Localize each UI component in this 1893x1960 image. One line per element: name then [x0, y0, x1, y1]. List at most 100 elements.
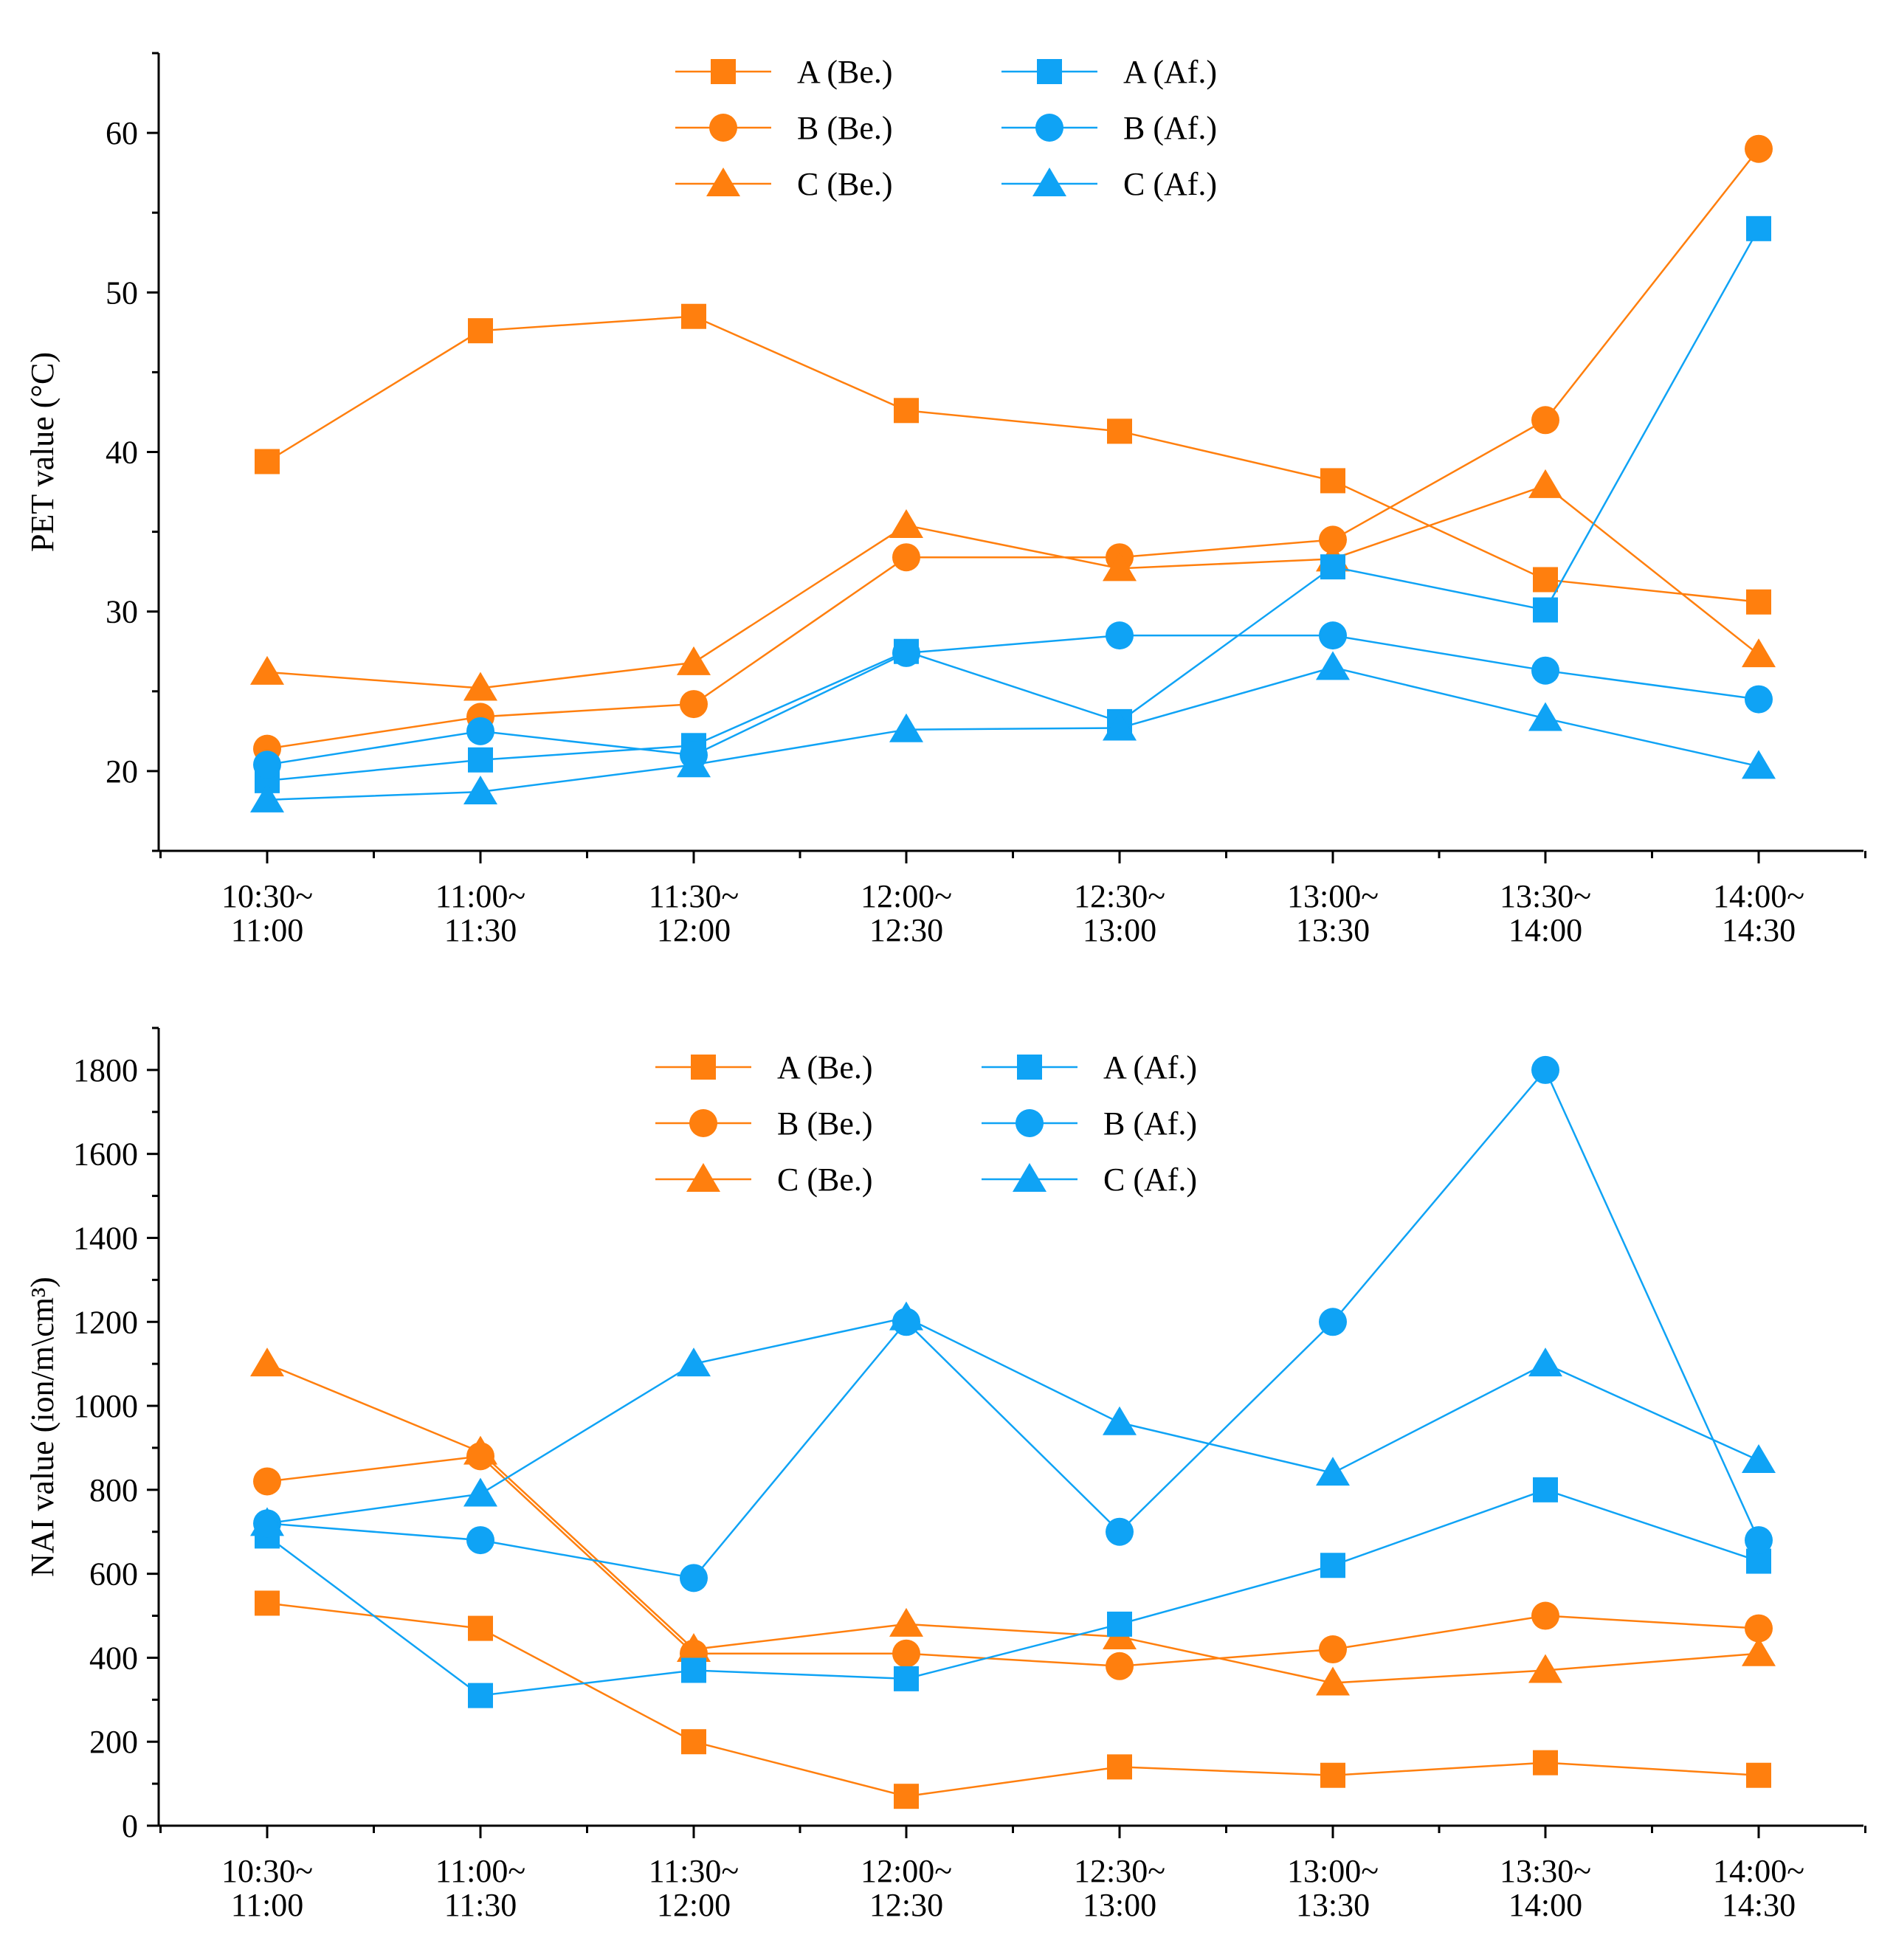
nai-point-a-be [1107, 1754, 1132, 1780]
pet-point-b-af [253, 750, 281, 779]
pet-y-axis-title: PET value (°C) [24, 352, 61, 552]
nai-x-tick-label: 12:30~ 13:00 [1074, 1853, 1165, 1923]
pet-chart: 20 30 40 50 60 PET value (°C) 10:30~ 11:00 11:00… [24, 52, 1866, 948]
pet-point-a-be [1107, 418, 1132, 444]
nai-y-tick-label: 1600 [73, 1136, 138, 1173]
nai-point-c-be [463, 1435, 497, 1465]
nai-point-c-be [250, 1348, 284, 1377]
pet-legend-label: A (Be.) [797, 54, 893, 90]
pet-point-c-af [677, 748, 711, 778]
pet-point-c-af [1103, 711, 1137, 741]
pet-legend-label: B (Af.) [1123, 110, 1217, 146]
nai-point-a-be [894, 1784, 919, 1809]
pet-y-tick-label: 20 [106, 753, 138, 790]
nai-legend-label: B (Be.) [777, 1105, 873, 1142]
pet-point-b-af [1745, 685, 1773, 714]
nai-point-c-af [889, 1301, 923, 1331]
pet-legend-label: C (Be.) [797, 166, 893, 202]
pet-point-c-af [889, 713, 923, 742]
pet-point-a-af [1746, 215, 1771, 241]
nai-y-tick-label: 1200 [73, 1304, 138, 1340]
nai-point-a-be [468, 1615, 493, 1641]
pet-point-a-be [468, 318, 493, 344]
nai-point-a-af [468, 1683, 493, 1708]
pet-point-a-af [468, 747, 493, 773]
pet-point-a-be [1320, 468, 1345, 494]
pet-point-c-af [1316, 651, 1350, 680]
pet-point-a-be [1746, 589, 1771, 615]
nai-point-b-af [1531, 1055, 1559, 1084]
nai-point-b-be [1319, 1635, 1347, 1664]
nai-chart: 0 200 400 600 800 1000 1200 1400 1600 1800 NAI val… [24, 1026, 1866, 1923]
nai-y-tick-label: 200 [89, 1724, 138, 1760]
pet-point-c-be [1742, 638, 1776, 668]
nai-series-line-b-af [266, 1068, 1760, 1579]
nai-legend-marker [686, 1163, 720, 1192]
pet-legend-marker [1035, 114, 1063, 142]
nai-x-tick-label: 11:00~ 11:30 [435, 1853, 525, 1923]
nai-legend-label: A (Be.) [777, 1049, 873, 1086]
nai-series-line-b-be [266, 1455, 1759, 1668]
pet-point-c-af [250, 783, 284, 812]
pet-point-c-be [250, 655, 284, 685]
pet-series-line-a-af [266, 228, 1760, 782]
pet-point-a-be [255, 449, 280, 475]
nai-point-c-be [677, 1633, 711, 1663]
pet-point-a-be [1533, 567, 1558, 593]
pet-point-b-be [1319, 525, 1347, 554]
pet-point-a-be [681, 303, 706, 329]
nai-point-b-af [1745, 1526, 1773, 1555]
nai-legend-label: A (Af.) [1103, 1049, 1197, 1086]
nai-legend-marker [1016, 1109, 1044, 1137]
nai-point-a-af [1107, 1611, 1132, 1637]
pet-legend-marker [1032, 168, 1066, 196]
pet-series-line-c-af [266, 666, 1759, 801]
pet-point-c-be [463, 672, 497, 701]
nai-point-a-af [1320, 1553, 1345, 1578]
nai-y-tick-label: 1000 [73, 1388, 138, 1424]
pet-legend-label: B (Be.) [797, 110, 893, 146]
nai-point-c-af [1103, 1406, 1137, 1435]
nai-legend-marker [689, 1109, 717, 1137]
pet-point-b-be [1531, 406, 1559, 435]
pet-point-b-af [1319, 621, 1347, 650]
pet-y-tick-label: 40 [106, 435, 138, 471]
pet-point-c-be [889, 508, 923, 538]
pet-legend-marker [1037, 59, 1062, 84]
pet-legend-marker [711, 59, 736, 84]
nai-point-b-be [253, 1467, 281, 1496]
nai-x-tick-label: 12:00~ 12:30 [861, 1853, 952, 1923]
nai-point-b-af [1319, 1308, 1347, 1336]
nai-point-a-be [1746, 1762, 1771, 1788]
nai-y-tick-label: 1800 [73, 1052, 138, 1088]
pet-point-b-be [680, 690, 708, 719]
nai-point-c-be [1528, 1654, 1562, 1683]
nai-point-a-be [681, 1729, 706, 1755]
nai-x-tick-label: 13:30~ 14:00 [1500, 1853, 1591, 1923]
pet-point-c-be [1528, 469, 1562, 498]
pet-point-b-af [1531, 656, 1559, 685]
nai-point-a-be [255, 1590, 280, 1616]
nai-legend-marker [691, 1055, 716, 1080]
pet-point-c-af [1742, 750, 1776, 779]
pet-legend-label: C (Af.) [1123, 166, 1217, 202]
nai-series-line-a-be [266, 1602, 1759, 1798]
pet-point-b-af [892, 638, 920, 667]
nai-point-b-af [1106, 1517, 1134, 1546]
pet-legend-label: A (Af.) [1123, 54, 1217, 90]
nai-legend-marker [1013, 1163, 1047, 1192]
nai-point-b-af [680, 1564, 708, 1592]
pet-point-a-be [894, 398, 919, 424]
nai-point-b-af [466, 1526, 494, 1555]
pet-series-line-b-af [266, 634, 1759, 766]
pet-point-a-af [1533, 597, 1558, 623]
nai-series-line-a-af [266, 1488, 1759, 1697]
pet-x-tick-label: 13:30~ 14:00 [1500, 878, 1591, 948]
nai-point-c-be [889, 1607, 923, 1637]
pet-series-line-a-be [266, 315, 1759, 603]
pet-point-c-af [463, 776, 497, 805]
nai-x-tick-label: 13:00~ 13:30 [1287, 1853, 1379, 1923]
pet-point-c-be [1103, 552, 1137, 582]
pet-point-b-be [1745, 134, 1773, 163]
pet-x-tick-label: 10:30~ 11:00 [221, 878, 313, 948]
